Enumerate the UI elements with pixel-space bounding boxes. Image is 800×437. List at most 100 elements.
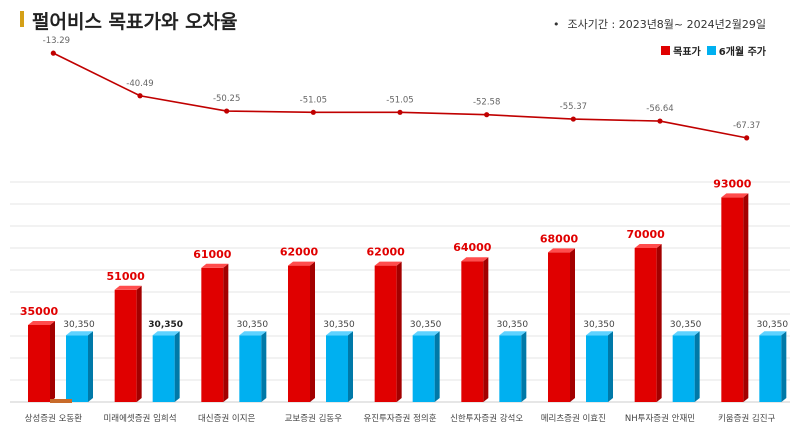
target-bar-side [136, 285, 142, 402]
target-value-label: 64000 [453, 241, 492, 254]
error-rate-point [657, 118, 663, 124]
category-label: 키움증권 김진구 [718, 413, 776, 424]
price-bar-front [586, 335, 608, 402]
target-bar-side [483, 257, 489, 402]
category-label: 교보증권 김동우 [285, 413, 343, 424]
target-bar-side [50, 321, 55, 402]
error-rate-label: -51.05 [386, 95, 413, 105]
category-label: 미래에셋증권 임희석 [103, 413, 176, 424]
legend-label-target: 목표가 [673, 47, 701, 58]
target-bar-front [114, 289, 137, 402]
error-rate-point [224, 108, 230, 114]
price-value-label: 30,350 [583, 320, 615, 330]
target-bar-front [374, 265, 397, 402]
bullet-icon: • [553, 18, 560, 31]
price-bar-top [412, 331, 440, 336]
target-value-label: 62000 [280, 246, 319, 259]
target-value-label: 70000 [627, 228, 666, 241]
category-label: 유진투자증권 정의훈 [363, 413, 436, 424]
legend-label-price: 6개월 주가 [718, 47, 766, 58]
title-accent-bar [20, 11, 24, 27]
error-rate-label: -51.05 [300, 95, 327, 105]
price-bar-side [261, 331, 267, 402]
target-bar-top [374, 261, 402, 266]
target-bar-front [721, 197, 744, 402]
price-bar-top [326, 331, 353, 336]
price-value-label: 30,350 [497, 320, 529, 330]
price-bar-top [672, 331, 700, 336]
price-bar-front [499, 335, 522, 402]
price-bar-front [326, 335, 348, 402]
target-bar-top [461, 257, 489, 262]
category-label: 대신증권 이지은 [198, 413, 256, 424]
category-label: 상성증권 오동환 [25, 413, 83, 424]
target-bar-top [201, 263, 229, 268]
legend: 목표가 6개월 주가 [655, 43, 766, 58]
price-bar-top [66, 331, 93, 336]
target-bar-front [201, 267, 224, 402]
price-bar-side [608, 331, 613, 402]
price-bar-side [781, 331, 787, 402]
target-value-label: 61000 [193, 248, 232, 261]
legend-swatch-price [706, 46, 716, 55]
error-rate-point [484, 112, 490, 118]
target-bar-top [28, 321, 55, 325]
category-label: NH투자증권 안재민 [625, 413, 695, 424]
target-bar-front [634, 248, 657, 402]
chart-title: 펄어비스 목표가와 오차율 [32, 11, 238, 33]
target-bar-top [114, 285, 142, 290]
error-rate-label: -52.58 [473, 98, 500, 108]
error-rate-point [310, 109, 316, 115]
error-rate-label: -50.25 [213, 94, 240, 104]
target-bar-side [656, 244, 662, 402]
category-label: 신한투자증권 강석오 [450, 413, 523, 424]
price-value-label: 30,350 [410, 320, 442, 330]
legend-swatch-target [661, 46, 671, 55]
price-value-label: 30,350 [63, 320, 95, 330]
price-value-label: 30,350 [757, 320, 789, 330]
error-rate-point [50, 50, 56, 56]
price-bar-side [521, 331, 527, 402]
first-category-marker [50, 399, 72, 403]
price-bar-front [66, 335, 88, 402]
target-bar-top [634, 244, 662, 248]
price-value-label: 30,350 [323, 320, 355, 330]
error-rate-point [744, 135, 750, 141]
target-bar-top [288, 261, 315, 266]
survey-period-text: 조사기간 : 2023년8월~ 2024년2월29일 [567, 18, 766, 31]
target-bar-side [743, 193, 749, 402]
price-bar-front [759, 335, 782, 402]
price-bar-top [152, 331, 180, 336]
price-bar-side [694, 331, 700, 402]
price-bar-front [672, 335, 695, 402]
error-rate-label: -13.29 [43, 36, 70, 46]
error-rate-point [397, 109, 403, 115]
target-value-label: 35000 [20, 305, 59, 318]
price-bar-side [88, 331, 93, 402]
price-bar-top [586, 331, 613, 336]
target-bar-front [288, 265, 310, 402]
price-bar-side [348, 331, 353, 402]
price-value-label: 30,350 [148, 320, 183, 330]
target-bar-front [28, 325, 50, 402]
target-value-label: 93000 [713, 177, 752, 190]
target-bar-side [223, 263, 229, 402]
error-rate-label: -67.37 [733, 121, 760, 131]
target-bar-top [548, 248, 575, 253]
error-rate-point [570, 116, 576, 122]
error-rate-label: -55.37 [560, 102, 587, 112]
price-bar-front [412, 335, 435, 402]
category-label: 메리츠증권 이효진 [541, 413, 606, 424]
target-bar-side [396, 261, 402, 402]
price-bar-side [174, 331, 180, 402]
target-value-label: 68000 [540, 232, 579, 245]
price-value-label: 30,350 [237, 320, 269, 330]
target-bar-front [461, 261, 484, 402]
price-bar-front [152, 335, 175, 402]
error-rate-label: -40.49 [126, 79, 153, 89]
price-bar-top [759, 331, 787, 336]
price-bar-top [499, 331, 527, 336]
price-bar-front [239, 335, 262, 402]
error-rate-point [137, 93, 143, 99]
